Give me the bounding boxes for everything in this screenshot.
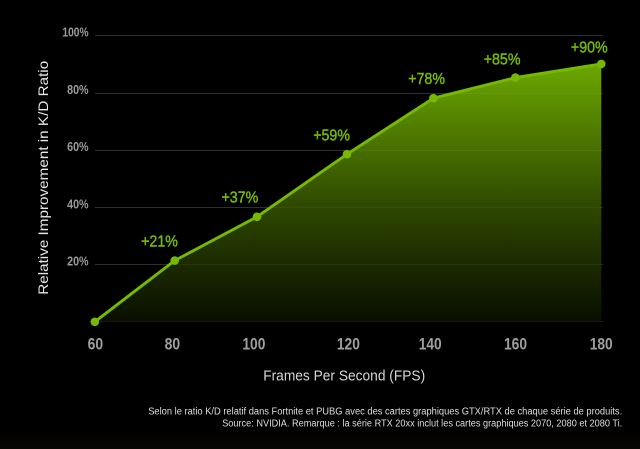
svg-text:+21%: +21% [141, 234, 178, 251]
svg-text:Relative Improvement in K/D Ra: Relative Improvement in K/D Ratio [35, 61, 51, 295]
svg-text:Source: NVIDIA. Remarque : la: Source: NVIDIA. Remarque : la série RTX … [222, 419, 622, 430]
svg-text:80%: 80% [67, 83, 89, 97]
svg-text:+90%: +90% [571, 40, 608, 57]
svg-text:100%: 100% [62, 26, 88, 40]
svg-text:160: 160 [504, 336, 527, 354]
svg-text:40%: 40% [67, 197, 89, 211]
svg-text:+37%: +37% [222, 190, 259, 207]
svg-text:180: 180 [590, 336, 613, 354]
svg-text:+85%: +85% [484, 51, 521, 68]
svg-text:80: 80 [165, 336, 181, 354]
svg-text:Frames Per Second (FPS): Frames Per Second (FPS) [263, 368, 425, 384]
svg-text:60%: 60% [67, 140, 89, 154]
svg-text:140: 140 [419, 336, 442, 354]
svg-text:+59%: +59% [313, 128, 350, 145]
svg-text:60: 60 [88, 336, 104, 354]
svg-text:120: 120 [337, 336, 360, 354]
svg-text:Selon le ratio K/D relatif dan: Selon le ratio K/D relatif dans Fortnite… [148, 406, 622, 417]
svg-text:100: 100 [242, 336, 265, 354]
svg-text:+78%: +78% [408, 71, 445, 88]
svg-text:20%: 20% [67, 255, 89, 269]
